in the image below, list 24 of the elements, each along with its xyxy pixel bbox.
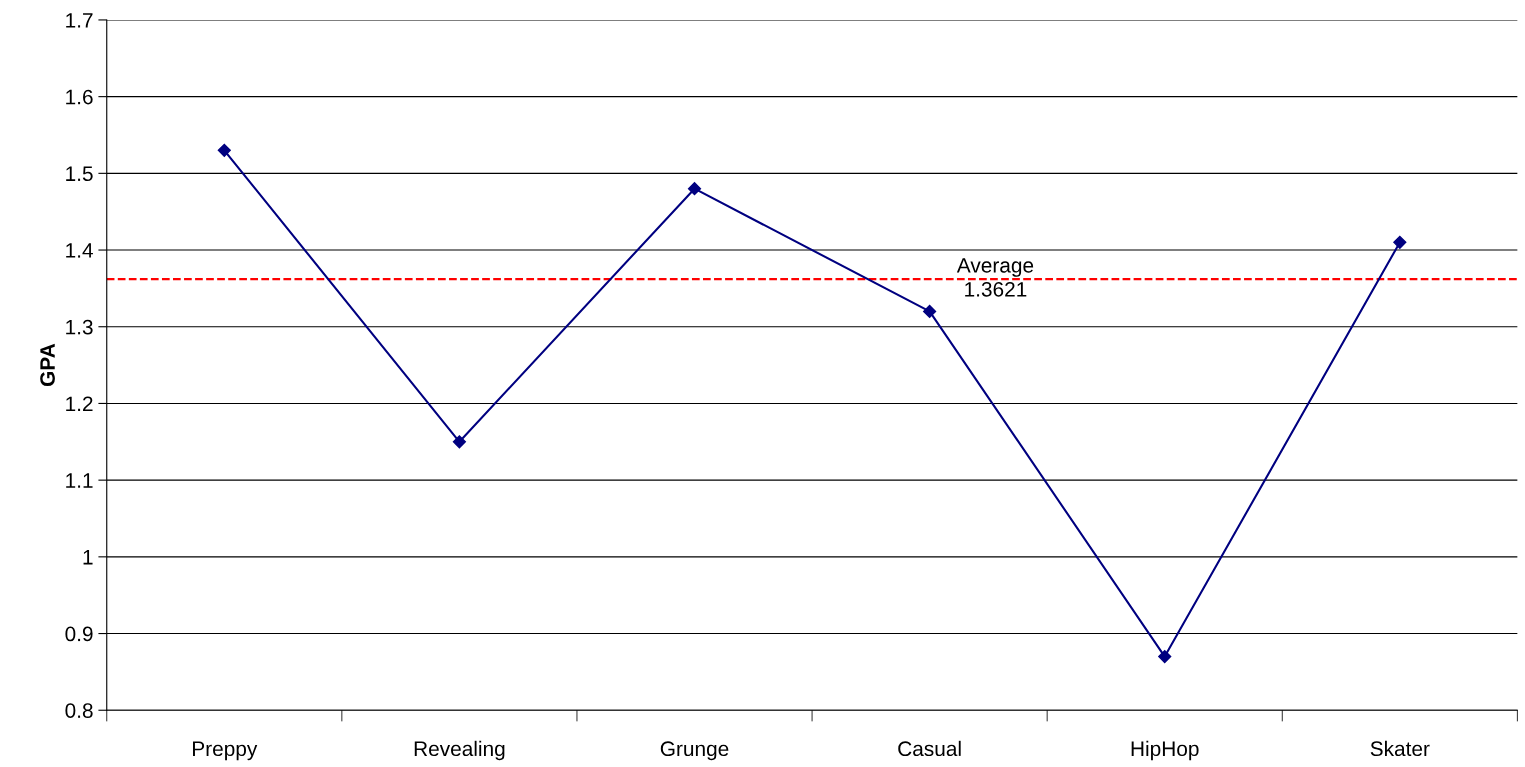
y-tick-label: 0.9 <box>65 626 93 642</box>
y-tick-label: 1.4 <box>66 243 93 258</box>
y-tick-label: 1.1 <box>66 473 93 488</box>
x-tick-label: Preppy <box>193 741 258 761</box>
point <box>1158 649 1172 664</box>
x-tick-label: Skater <box>1370 740 1430 757</box>
y-tick-label: 1.6 <box>66 89 93 105</box>
y-axis-title: GPA <box>40 343 55 387</box>
x-tick-label: Revealing <box>414 740 505 761</box>
x-tick-label: HipHop <box>1131 740 1199 761</box>
point <box>687 182 702 196</box>
point <box>1393 235 1407 249</box>
point <box>217 143 231 157</box>
y-tick-label: 1.3 <box>66 319 93 335</box>
y-tick-label: 1.2 <box>66 396 93 411</box>
point <box>923 304 937 318</box>
y-tick-label: 1 <box>83 550 93 565</box>
x-tick-label: Casual <box>898 740 961 757</box>
x-tick-label: Grunge <box>660 741 729 761</box>
y-tick-label: 1.5 <box>66 166 93 182</box>
ref-line-label: Average 1.3621 <box>956 258 1034 297</box>
y-tick-label: 0.8 <box>65 703 93 718</box>
y-tick-label: 1.7 <box>66 13 93 28</box>
point <box>452 435 466 449</box>
